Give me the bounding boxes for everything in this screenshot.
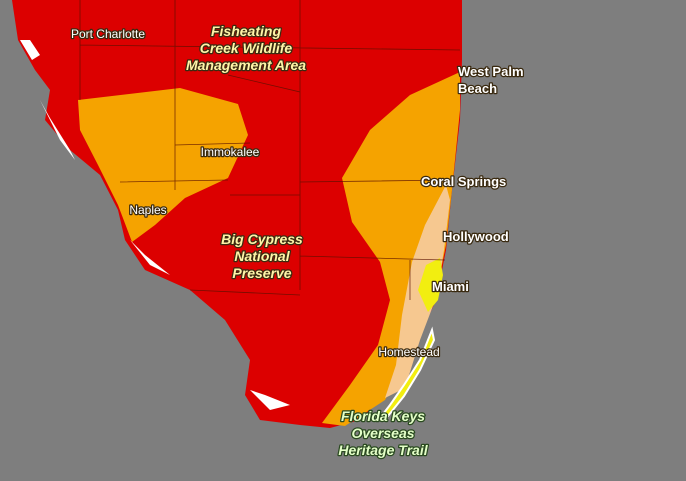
city-label: Homestead <box>378 345 439 359</box>
area-label: Fisheating <box>211 23 281 39</box>
city-label: Port Charlotte <box>71 27 145 41</box>
risk-zone-low <box>385 185 450 398</box>
area-label: Overseas <box>351 425 414 441</box>
risk-zone-east <box>322 72 460 426</box>
city-label: Miami <box>432 279 469 294</box>
area-label: Creek Wildlife <box>200 40 293 56</box>
area-label: Heritage Trail <box>338 442 428 458</box>
area-label: Florida Keys <box>341 408 425 424</box>
city-label: Naples <box>129 203 166 217</box>
county-line <box>79 0 461 300</box>
city-label: Hollywood <box>443 229 509 244</box>
city-label: Immokalee <box>201 145 260 159</box>
city-label: Coral Springs <box>421 174 506 189</box>
county-lines <box>79 0 461 300</box>
area-label: Management Area <box>186 57 306 73</box>
risk-zone-minimal <box>418 258 443 312</box>
area-label: Big Cypress <box>221 231 303 247</box>
risk-zone-west <box>78 88 248 242</box>
city-label: Beach <box>458 81 497 96</box>
area-label: Preserve <box>232 265 291 281</box>
area-label: National <box>234 248 290 264</box>
city-label: West Palm <box>458 64 524 79</box>
keys-strip <box>377 326 436 420</box>
labels: Port Charlotte West Palm Beach Immokalee Cor… <box>70 22 525 460</box>
